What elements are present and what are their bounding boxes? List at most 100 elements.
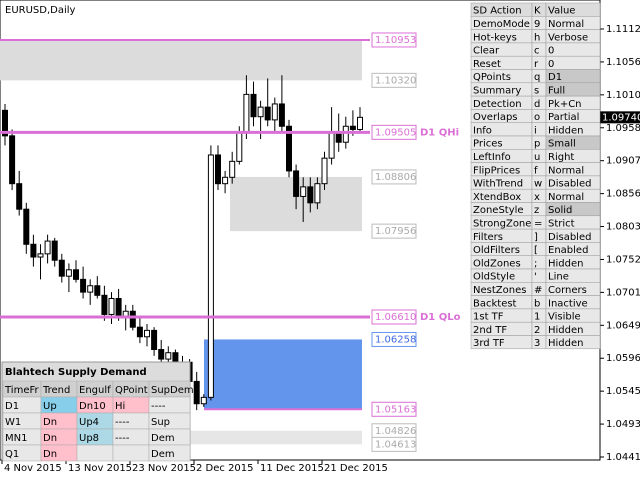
candle-body (30, 243, 37, 258)
settings-text: z (534, 205, 539, 216)
candle-body (328, 132, 335, 159)
settings-text: 0 (548, 59, 554, 70)
candle-body (115, 297, 122, 319)
summary-text: Up8 (79, 433, 99, 444)
candle-body (243, 93, 250, 134)
settings-text: Normal (548, 19, 584, 30)
settings-text: x (534, 192, 540, 203)
date-label: 11 Dec 2015 (260, 463, 324, 474)
settings-text: Hidden (548, 125, 583, 136)
price-tick-label: 1.10105 (606, 90, 640, 101)
level-box (371, 401, 417, 417)
candle-body (129, 310, 136, 328)
settings-text: StrongZone (473, 218, 531, 229)
candle-body (193, 380, 200, 405)
settings-text: Inactive (548, 298, 588, 309)
summary-text: Dn (43, 417, 57, 428)
settings-text: QPoints (473, 72, 511, 83)
settings-text: Backtest (473, 298, 517, 309)
candle-body (307, 186, 314, 204)
settings-text: Line (548, 272, 569, 283)
settings-text: ' (534, 272, 537, 283)
candle-body (300, 186, 307, 197)
candle-body (236, 132, 243, 162)
settings-text: Hidden (548, 338, 583, 349)
settings-text: c (534, 46, 540, 57)
summary-text: ---- (115, 417, 130, 428)
summary-text: TimeFr (4, 385, 39, 396)
summary-text: QPoint (115, 385, 148, 396)
summary-text: Q1 (5, 449, 19, 460)
settings-text: 1st TF (473, 312, 504, 323)
settings-text: i (534, 125, 537, 136)
settings-text: Pk+Cn (548, 99, 582, 110)
date-label: 21 Dec 2015 (324, 463, 388, 474)
date-label: 4 Nov 2015 (4, 463, 62, 474)
candle-body (73, 269, 79, 280)
settings-text: FlipPrices (473, 165, 520, 176)
candle-body (229, 160, 236, 178)
settings-text: Partial (548, 112, 579, 123)
price-tick-label: 1.04935 (606, 419, 640, 430)
price-tick-label: 1.08035 (606, 222, 640, 233)
candle-body (44, 240, 51, 255)
summary-text: Dn (43, 433, 57, 444)
settings-text: Hidden (548, 258, 583, 269)
settings-text: s (534, 85, 539, 96)
settings-text: Full (548, 85, 565, 96)
settings-text: ] (534, 232, 538, 243)
settings-text: NestZones (473, 285, 526, 296)
candle-body (271, 103, 278, 121)
settings-text: Hidden (548, 325, 583, 336)
level-price: 1.06610 (375, 312, 416, 323)
candle-body (349, 125, 356, 130)
level-price: 1.04613 (375, 439, 416, 450)
settings-text: OldStyle (473, 272, 515, 283)
zone (204, 339, 362, 410)
settings-text: 1 (534, 312, 540, 323)
settings-text: Small (548, 139, 576, 150)
candle-body (65, 269, 72, 277)
settings-text: Value (548, 6, 575, 17)
candle-body (222, 176, 229, 185)
price-tick-label: 1.09075 (606, 156, 640, 167)
level-box (371, 223, 417, 239)
candle-body (2, 109, 8, 137)
settings-text: # (534, 285, 542, 296)
candle-body (158, 349, 165, 360)
level-price: 1.08806 (375, 172, 416, 183)
settings-text: d (534, 99, 540, 110)
settings-text: Filters (473, 232, 503, 243)
price-tick-label: 1.04415 (606, 452, 640, 463)
summary-text: Dn (43, 449, 57, 460)
settings-text: 2nd TF (473, 325, 507, 336)
price-tick-label: 1.10560 (606, 57, 640, 68)
candle-body (342, 125, 349, 143)
level-box (371, 309, 417, 325)
settings-text: XtendBox (473, 192, 521, 203)
level-price: 1.07956 (375, 226, 416, 237)
level-tag: D1 QHi (420, 127, 459, 138)
settings-text: r (534, 59, 539, 70)
settings-text: DemoMode (473, 19, 530, 30)
level-price: 1.06258 (375, 334, 416, 345)
settings-text: u (534, 152, 540, 163)
summary-cell (76, 444, 114, 462)
candle-body (16, 183, 23, 210)
price-tick-label: 1.09580 (606, 123, 640, 134)
summary-text: SupDem (151, 385, 194, 396)
summary-cell (112, 444, 150, 462)
summary-text: ---- (115, 433, 130, 444)
settings-text: OldZones (473, 258, 521, 269)
settings-text: w (534, 179, 542, 190)
settings-text: f (534, 165, 538, 176)
settings-text: Enabled (548, 245, 588, 256)
level-box (371, 32, 417, 48)
zone (0, 39, 362, 81)
summary-text: Up4 (79, 417, 99, 428)
summary-text: Hi (115, 401, 125, 412)
summary-text: Dn10 (79, 401, 106, 412)
level-box (371, 124, 417, 140)
price-tick-label: 1.07010 (606, 287, 640, 298)
